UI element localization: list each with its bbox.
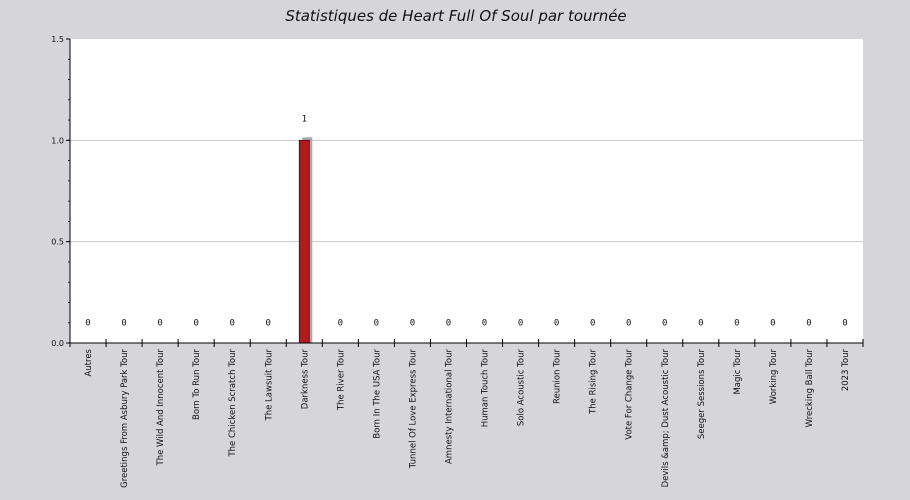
data-label: 0 bbox=[338, 319, 343, 329]
chart-title: Statistiques de Heart Full Of Soul par t… bbox=[285, 7, 626, 25]
data-label: 0 bbox=[266, 319, 271, 329]
grid-lines bbox=[70, 139, 863, 243]
data-label: 0 bbox=[193, 319, 198, 329]
data-label: 0 bbox=[229, 319, 234, 329]
x-tick-label: Vote For Change Tour bbox=[625, 349, 635, 440]
data-label: 0 bbox=[374, 319, 379, 329]
data-label: 0 bbox=[734, 319, 739, 329]
x-tick-label: Working Tour bbox=[769, 348, 779, 404]
data-label: 0 bbox=[806, 319, 811, 329]
x-tick-label: Greetings From Asbury Park Tour bbox=[120, 349, 130, 488]
y-tick-label: 1.0 bbox=[51, 136, 64, 145]
x-tick-label: Magic Tour bbox=[733, 349, 743, 395]
data-label: 0 bbox=[518, 319, 523, 329]
x-tick-label: Born In The USA Tour bbox=[372, 349, 382, 439]
data-label: 0 bbox=[626, 319, 631, 329]
data-label: 0 bbox=[770, 319, 775, 329]
labels: 0.0 0.5 1.0 1.5 0 Autres 0 Greetings From Asbur… bbox=[51, 35, 851, 488]
data-label: 1 bbox=[302, 114, 307, 124]
data-label: 0 bbox=[590, 319, 595, 329]
x-tick-label: Reunion Tour bbox=[553, 349, 563, 405]
data-label: 0 bbox=[842, 319, 847, 329]
x-tick-label: Autres bbox=[84, 348, 94, 376]
x-tick-label: Darkness Tour bbox=[300, 349, 310, 410]
data-label: 0 bbox=[662, 319, 667, 329]
x-tick-label: Human Touch Tour bbox=[481, 349, 491, 428]
data-label: 0 bbox=[446, 319, 451, 329]
data-label: 0 bbox=[121, 319, 126, 329]
plot-area bbox=[70, 39, 863, 343]
y-tick-label: 0.0 bbox=[51, 339, 64, 348]
x-tick-label: Devils &amp; Dust Acoustic Tour bbox=[661, 348, 671, 487]
y-tick-label: 1.5 bbox=[51, 35, 64, 44]
axes bbox=[66, 38, 864, 347]
x-tick-label: Born To Run Tour bbox=[192, 349, 202, 420]
x-tick-label: The Rising Tour bbox=[589, 349, 599, 415]
x-tick-label: Tunnel Of Love Express Tour bbox=[408, 349, 418, 470]
x-tick-label: Solo Acoustic Tour bbox=[517, 349, 527, 427]
data-label: 0 bbox=[482, 319, 487, 329]
x-tick-label: Amnesty International Tour bbox=[444, 349, 454, 464]
x-tick-label: The Wild And Innocent Tour bbox=[156, 349, 166, 467]
x-tick-label: Wrecking Ball Tour bbox=[805, 349, 815, 428]
data-label: 0 bbox=[410, 319, 415, 329]
y-tick-label: 0.5 bbox=[51, 238, 64, 247]
x-tick-label: 2023 Tour bbox=[841, 349, 851, 392]
x-tick-label: The Chicken Scratch Tour bbox=[228, 349, 238, 458]
data-label: 0 bbox=[85, 319, 90, 329]
bars bbox=[298, 137, 313, 344]
data-label: 0 bbox=[157, 319, 162, 329]
x-tick-label: Seeger Sessions Tour bbox=[697, 349, 707, 440]
x-tick-label: The Lawsuit Tour bbox=[264, 348, 274, 421]
bar bbox=[298, 139, 310, 344]
data-label: 0 bbox=[554, 319, 559, 329]
x-tick-label: The River Tour bbox=[336, 349, 346, 412]
data-label: 0 bbox=[698, 319, 703, 329]
